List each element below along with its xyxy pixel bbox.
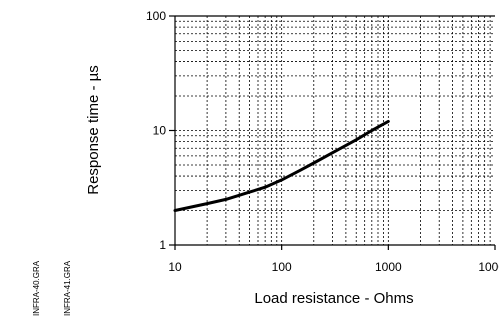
x-tick-label: 1000: [375, 260, 402, 274]
y-axis-title: Response time - µs: [85, 65, 102, 195]
x-axis-title: Load resistance - Ohms: [254, 290, 413, 307]
chart-axes: [169, 15, 496, 250]
y-tick-label: 10: [153, 124, 167, 138]
x-tick-labels: 10 100 1000 10000: [168, 260, 499, 274]
response-time-curve: [173, 119, 390, 212]
side-label-2: INFRA-41.GRA: [63, 260, 72, 316]
side-label-1: INFRA-40.GRA: [32, 260, 41, 316]
y-tick-labels: 1 10 100: [146, 9, 166, 252]
x-tick-label: 10000: [478, 260, 499, 274]
x-tick-label: 100: [272, 260, 292, 274]
y-tick-label: 1: [159, 238, 166, 252]
chart-series: [173, 119, 390, 212]
chart-grid: [175, 16, 495, 245]
y-tick-label: 100: [146, 9, 166, 23]
x-tick-label: 10: [168, 260, 182, 274]
